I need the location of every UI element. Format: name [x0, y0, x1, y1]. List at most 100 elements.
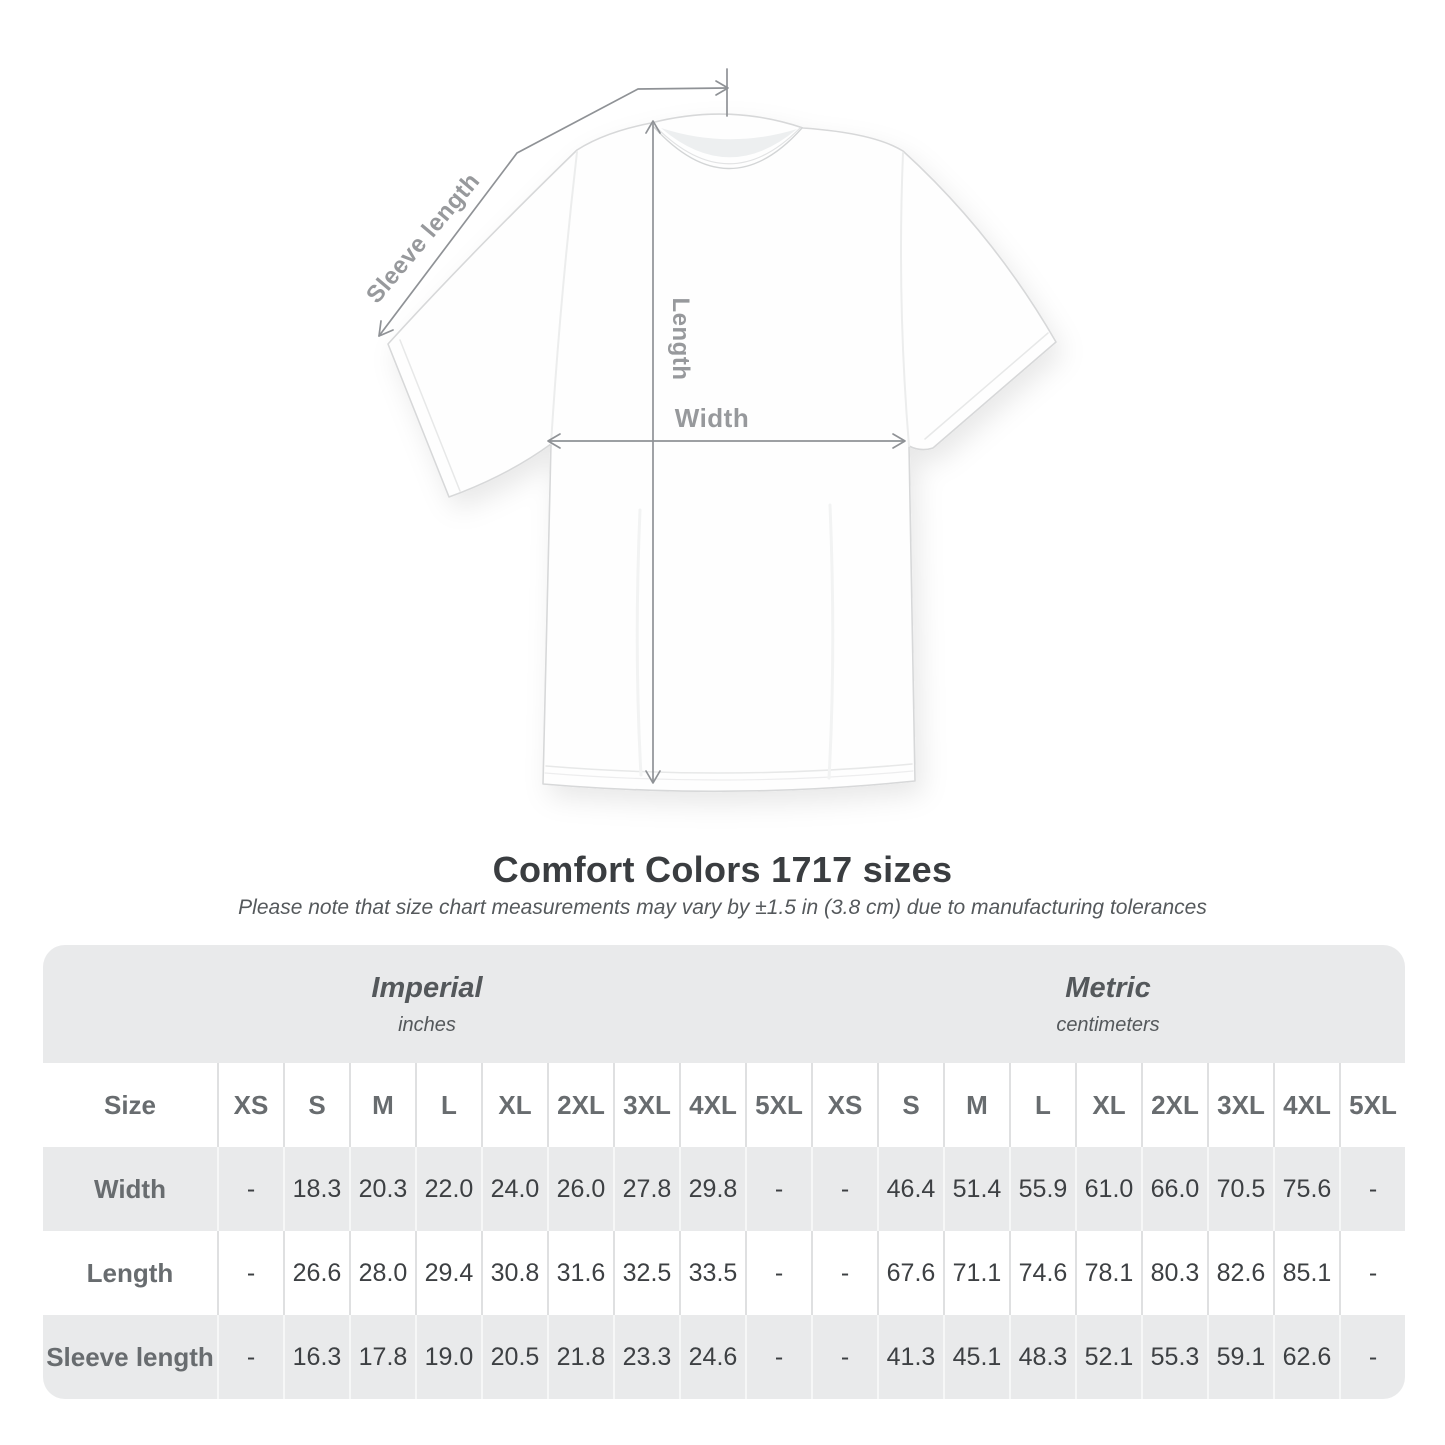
table-cell: 55.3: [1141, 1315, 1207, 1399]
table-cell: 80.3: [1141, 1231, 1207, 1315]
hem-stitch-2: [544, 770, 914, 781]
size-header-metric-5xl: 5XL: [1339, 1063, 1405, 1147]
right-sleeve-seam: [900, 152, 910, 447]
size-header-metric-l: L: [1009, 1063, 1075, 1147]
size-header-metric-xs: XS: [811, 1063, 877, 1147]
row-label: Sleeve length: [46, 1341, 214, 1372]
table-cell: 82.6: [1207, 1231, 1273, 1315]
size-header-imperial-4xl: 4XL: [679, 1063, 745, 1147]
table-cell: -: [1339, 1147, 1405, 1231]
table-cell: 27.8: [613, 1147, 679, 1231]
row-label: Length: [86, 1257, 174, 1288]
table-cell: 66.0: [1141, 1147, 1207, 1231]
table-cell: 70.5: [1207, 1147, 1273, 1231]
table-cell: 33.5: [679, 1231, 745, 1315]
size-header-imperial-l: L: [415, 1063, 481, 1147]
arrow-down-left-icon: [378, 320, 394, 337]
arrow-left-icon: [547, 433, 561, 449]
size-header-imperial-2xl: 2XL: [547, 1063, 613, 1147]
tshirt-body: [387, 113, 1057, 793]
imperial-title: Imperial: [371, 971, 483, 1004]
table-cell: 24.6: [679, 1315, 745, 1399]
metric-unit: centimeters: [1056, 1013, 1160, 1036]
table-cell: -: [217, 1147, 283, 1231]
fold-line: [635, 508, 643, 777]
table-cell: 20.3: [349, 1147, 415, 1231]
right-cuff-stitch: [924, 332, 1049, 440]
unit-band: Imperial inches Metric centimeters: [43, 945, 1405, 1063]
arrow-down-icon: [645, 770, 661, 784]
table-cell: 23.3: [613, 1315, 679, 1399]
size-header-imperial-xs: XS: [217, 1063, 283, 1147]
page-title: Comfort Colors 1717 sizes: [492, 849, 953, 890]
size-header-row: Size XS S M L XL 2XL 3XL 4XL 5XL XS S M L XL 2XL 3XL 4XL…: [43, 1063, 1405, 1147]
imperial-unit: inches: [398, 1013, 456, 1036]
table-cell: -: [1339, 1315, 1405, 1399]
length-label: Length: [667, 298, 694, 381]
tshirt-image: [387, 113, 1057, 793]
measurement-row-length: Length -26.6 28.0 29.4 30.8 31.6 32.5 33.5- -67.…: [43, 1231, 1405, 1315]
size-header-metric-xl: XL: [1075, 1063, 1141, 1147]
table-cell: 48.3: [1009, 1315, 1075, 1399]
table-cell: 29.4: [415, 1231, 481, 1315]
table-cell: 29.8: [679, 1147, 745, 1231]
tolerance-note: Please note that size chart measurements…: [238, 896, 1207, 919]
table-cell: 26.0: [547, 1147, 613, 1231]
table-cell: -: [745, 1147, 811, 1231]
table-cell: 21.8: [547, 1315, 613, 1399]
table-cell: -: [745, 1231, 811, 1315]
arrow-right-icon: [715, 80, 729, 96]
tshirt-measurement-diagram: Sleeve length Length Width: [361, 68, 1057, 793]
table-cell: 52.1: [1075, 1315, 1141, 1399]
arrow-right-icon: [892, 433, 906, 449]
width-label: Width: [675, 403, 749, 433]
table-cell: 71.1: [943, 1231, 1009, 1315]
imperial-group-header: Imperial inches: [43, 945, 811, 1063]
fold-line: [827, 503, 835, 780]
size-header-imperial-3xl: 3XL: [613, 1063, 679, 1147]
table-cell: 78.1: [1075, 1231, 1141, 1315]
size-header-metric-3xl: 3XL: [1207, 1063, 1273, 1147]
size-header-metric-m: M: [943, 1063, 1009, 1147]
table-cell: 24.0: [481, 1147, 547, 1231]
table-cell: -: [811, 1231, 877, 1315]
left-sleeve-seam: [550, 151, 578, 445]
table-cell: -: [217, 1231, 283, 1315]
size-header-label: Size: [103, 1089, 157, 1120]
metric-group-header: Metric centimeters: [811, 945, 1405, 1063]
table-cell: -: [1339, 1231, 1405, 1315]
size-header-metric-s: S: [877, 1063, 943, 1147]
table-cell: 32.5: [613, 1231, 679, 1315]
table-cell: 22.0: [415, 1147, 481, 1231]
collar-band-stitch: [655, 126, 801, 165]
arrow-up-icon: [645, 120, 661, 134]
size-table: Imperial inches Metric centimeters Size …: [43, 945, 1405, 1399]
size-header-imperial-5xl: 5XL: [745, 1063, 811, 1147]
table-cell: -: [811, 1147, 877, 1231]
table-cell: -: [217, 1315, 283, 1399]
table-cell: -: [745, 1315, 811, 1399]
size-header-imperial-s: S: [283, 1063, 349, 1147]
table-cell: 74.6: [1009, 1231, 1075, 1315]
left-cuff-stitch: [399, 339, 461, 492]
table-cell: 30.8: [481, 1231, 547, 1315]
table-cell: 75.6: [1273, 1147, 1339, 1231]
table-cell: 17.8: [349, 1315, 415, 1399]
table-cell: 26.6: [283, 1231, 349, 1315]
sleeve-arrow-line: [378, 87, 728, 337]
table-cell: 46.4: [877, 1147, 943, 1231]
table-cell: 28.0: [349, 1231, 415, 1315]
table-cell: 59.1: [1207, 1315, 1273, 1399]
table-cell: 31.6: [547, 1231, 613, 1315]
size-header-imperial-m: M: [349, 1063, 415, 1147]
measurement-row-width: Width -18.3 20.3 22.0 24.0 26.0 27.8 29.8- -46.4…: [43, 1147, 1405, 1231]
table-cell: 67.6: [877, 1231, 943, 1315]
table-cell: 85.1: [1273, 1231, 1339, 1315]
size-header-metric-2xl: 2XL: [1141, 1063, 1207, 1147]
table-cell: 19.0: [415, 1315, 481, 1399]
row-label: Width: [94, 1173, 166, 1204]
table-cell: 20.5: [481, 1315, 547, 1399]
table-cell: 51.4: [943, 1147, 1009, 1231]
collar-band-seam: [652, 125, 803, 170]
